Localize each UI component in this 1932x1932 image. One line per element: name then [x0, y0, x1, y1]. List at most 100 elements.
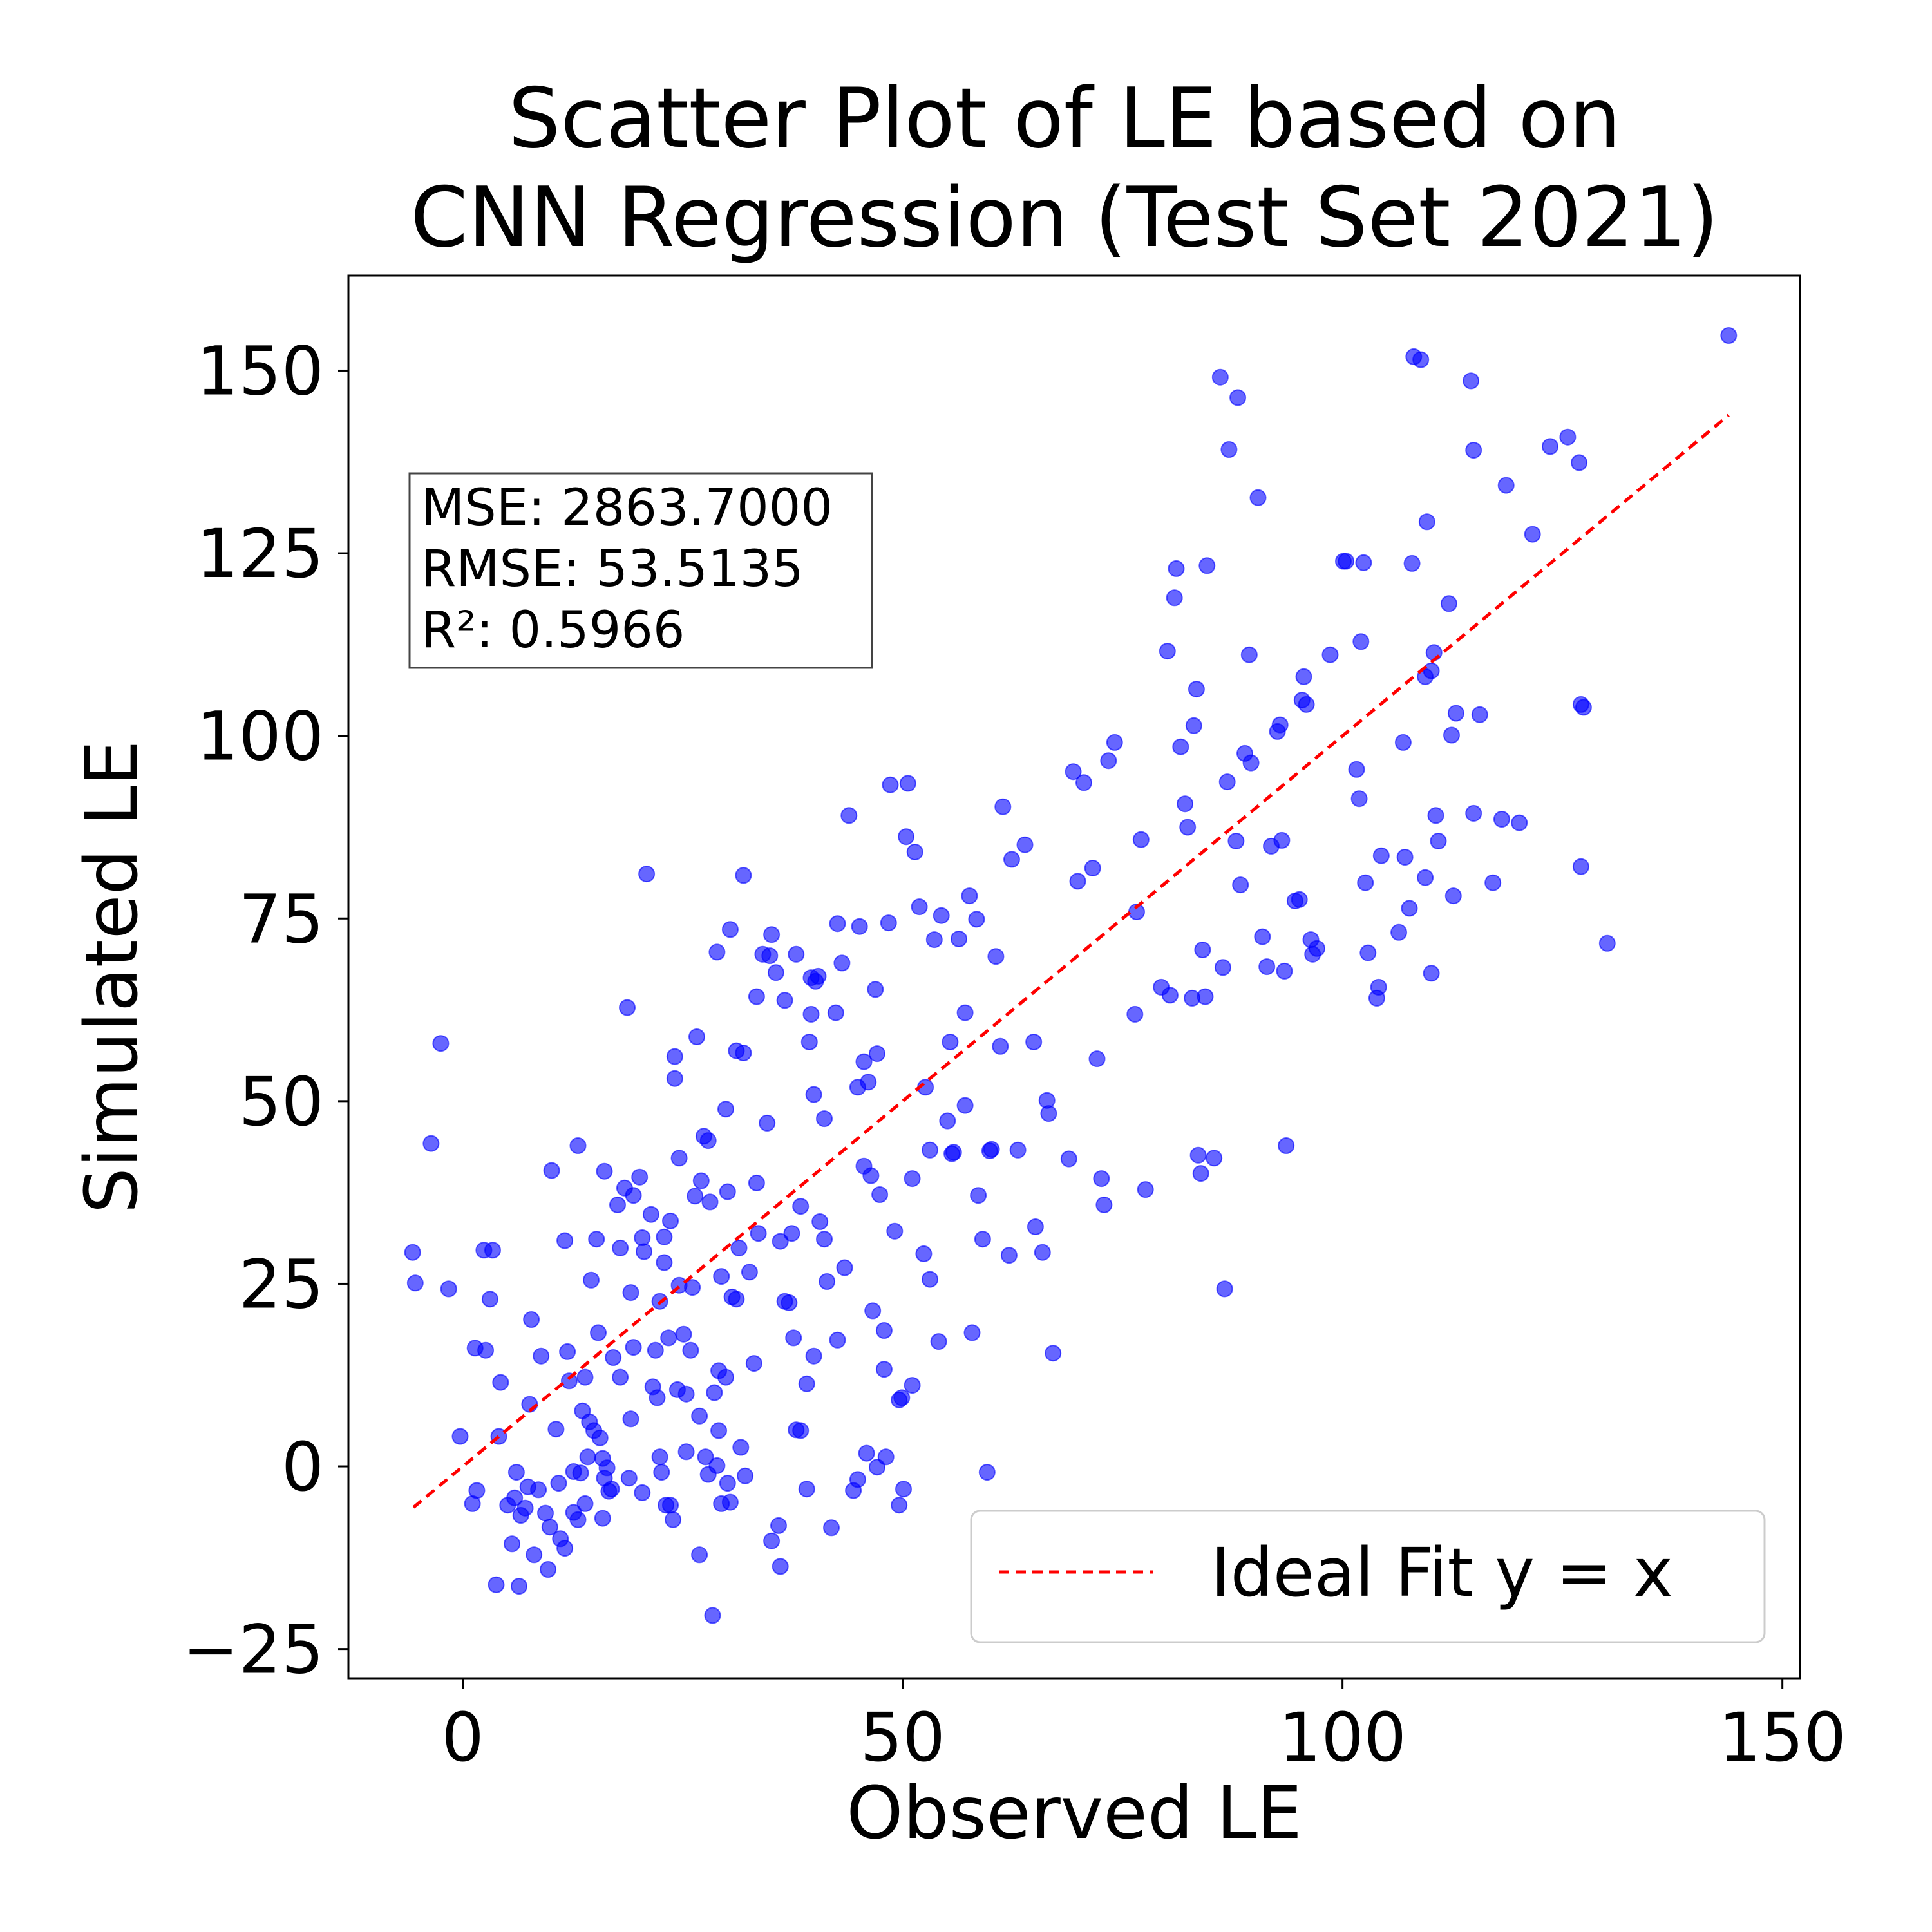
scatter-point	[728, 1291, 745, 1308]
scatter-point	[1278, 1137, 1295, 1154]
scatter-point	[864, 1302, 882, 1320]
scatter-point	[759, 1114, 776, 1132]
scatter-point	[511, 1578, 527, 1595]
scatter-point	[687, 1188, 704, 1205]
scatter-point	[798, 1375, 815, 1392]
scatter-point	[904, 1170, 921, 1188]
scatter-point	[788, 945, 805, 963]
scatter-point	[735, 867, 752, 884]
scatter-point	[576, 1368, 594, 1386]
scatter-point	[656, 1254, 673, 1271]
scatter-point	[770, 1517, 787, 1534]
scatter-point	[697, 1448, 714, 1466]
scatter-point	[1396, 849, 1414, 866]
ideal-fit-line-path	[412, 413, 1730, 1509]
scatter-point	[662, 1212, 679, 1229]
scatter-point	[1463, 372, 1480, 390]
stats-box-frame	[408, 472, 873, 669]
scatter-point	[1447, 705, 1464, 722]
stats-mse: MSE: 2863.7000	[421, 479, 833, 537]
scatter-point	[440, 1280, 457, 1298]
y-tick-label: 25	[239, 1245, 324, 1323]
scatter-point	[1159, 643, 1176, 660]
scatter-point	[745, 1355, 762, 1372]
scatter-point	[851, 918, 868, 935]
scatter-point	[708, 943, 726, 961]
scatter-point	[432, 1035, 450, 1052]
scatter-point	[612, 1368, 629, 1386]
scatter-point	[1192, 1165, 1209, 1182]
scatter-point	[526, 1546, 543, 1564]
scatter-point	[1524, 526, 1541, 543]
scatter-point	[634, 1484, 651, 1501]
scatter-point	[1040, 1105, 1057, 1122]
scatter-point	[785, 1329, 802, 1347]
scatter-point	[1093, 1170, 1110, 1188]
x-tick-label: 50	[860, 1698, 945, 1777]
scatter-point	[1249, 489, 1267, 506]
scatter-point	[1394, 734, 1412, 751]
scatter-point	[662, 1497, 679, 1514]
scatter-point	[805, 1347, 822, 1365]
scatter-point	[1493, 811, 1510, 828]
scatter-point	[1168, 560, 1185, 577]
scatter-point	[691, 1546, 708, 1564]
scatter-point	[1276, 962, 1293, 980]
scatter-point	[537, 1504, 554, 1522]
scatter-point	[504, 1535, 521, 1553]
scatter-point	[898, 828, 915, 846]
scatter-point	[772, 1233, 789, 1250]
scatter-point	[634, 1229, 651, 1246]
scatter-point	[871, 1186, 889, 1203]
scatter-point	[1132, 831, 1150, 848]
scatter-point	[1177, 795, 1194, 813]
scatter-point	[1100, 752, 1117, 770]
scatter-point	[547, 1421, 565, 1438]
scatter-point	[516, 1499, 534, 1517]
scatter-point	[930, 1333, 947, 1350]
scatter-point	[1088, 1050, 1106, 1068]
scatter-point	[422, 1135, 440, 1152]
scatter-point	[827, 1004, 844, 1021]
scatter-point	[1075, 774, 1092, 791]
scatter-point	[1542, 438, 1558, 455]
scatter-point	[1440, 595, 1457, 612]
scatter-point	[904, 1377, 921, 1394]
scatter-point	[706, 1384, 723, 1401]
scatter-point	[899, 775, 916, 792]
scatter-point	[1559, 428, 1577, 446]
scatter-point	[802, 1005, 820, 1023]
scatter-point	[1095, 1196, 1113, 1213]
scatter-point	[987, 948, 1005, 965]
y-tick-label: 0	[281, 1428, 324, 1506]
scatter-point	[816, 1231, 833, 1248]
scatter-point	[598, 1459, 616, 1477]
scatter-point	[823, 1519, 840, 1537]
scatter-point	[992, 1037, 1009, 1055]
scatter-point	[1338, 553, 1355, 570]
scatter-point	[862, 1167, 880, 1184]
chart-title-line-2: CNN Regression (Test Set 2021)	[410, 170, 1719, 266]
scatter-point	[1598, 934, 1616, 952]
scatter-point	[619, 999, 636, 1016]
scatter-point	[677, 1385, 695, 1403]
x-axis-ticks: 0 50 100 150	[442, 1678, 1846, 1777]
scatter-point	[605, 1349, 622, 1366]
stats-box: MSE: 2863.7000 RMSE: 53.5135 R²: 0.5966	[408, 472, 873, 669]
scatter-point	[666, 1048, 683, 1065]
scatter-points	[404, 327, 1738, 1624]
scatter-point	[583, 1271, 600, 1289]
scatter-point	[943, 1145, 961, 1162]
scatter-point	[1161, 987, 1179, 1004]
y-axis-label: Simulated LE	[70, 741, 154, 1214]
scatter-point	[942, 1034, 959, 1050]
scatter-point	[653, 1464, 670, 1481]
scatter-point	[737, 1467, 754, 1484]
scatter-point	[1206, 1150, 1223, 1167]
scatter-point	[649, 1389, 666, 1406]
scatter-point	[772, 1558, 789, 1575]
scatter-point	[1359, 944, 1377, 961]
scatter-point	[1298, 696, 1315, 713]
scatter-point	[767, 964, 784, 981]
